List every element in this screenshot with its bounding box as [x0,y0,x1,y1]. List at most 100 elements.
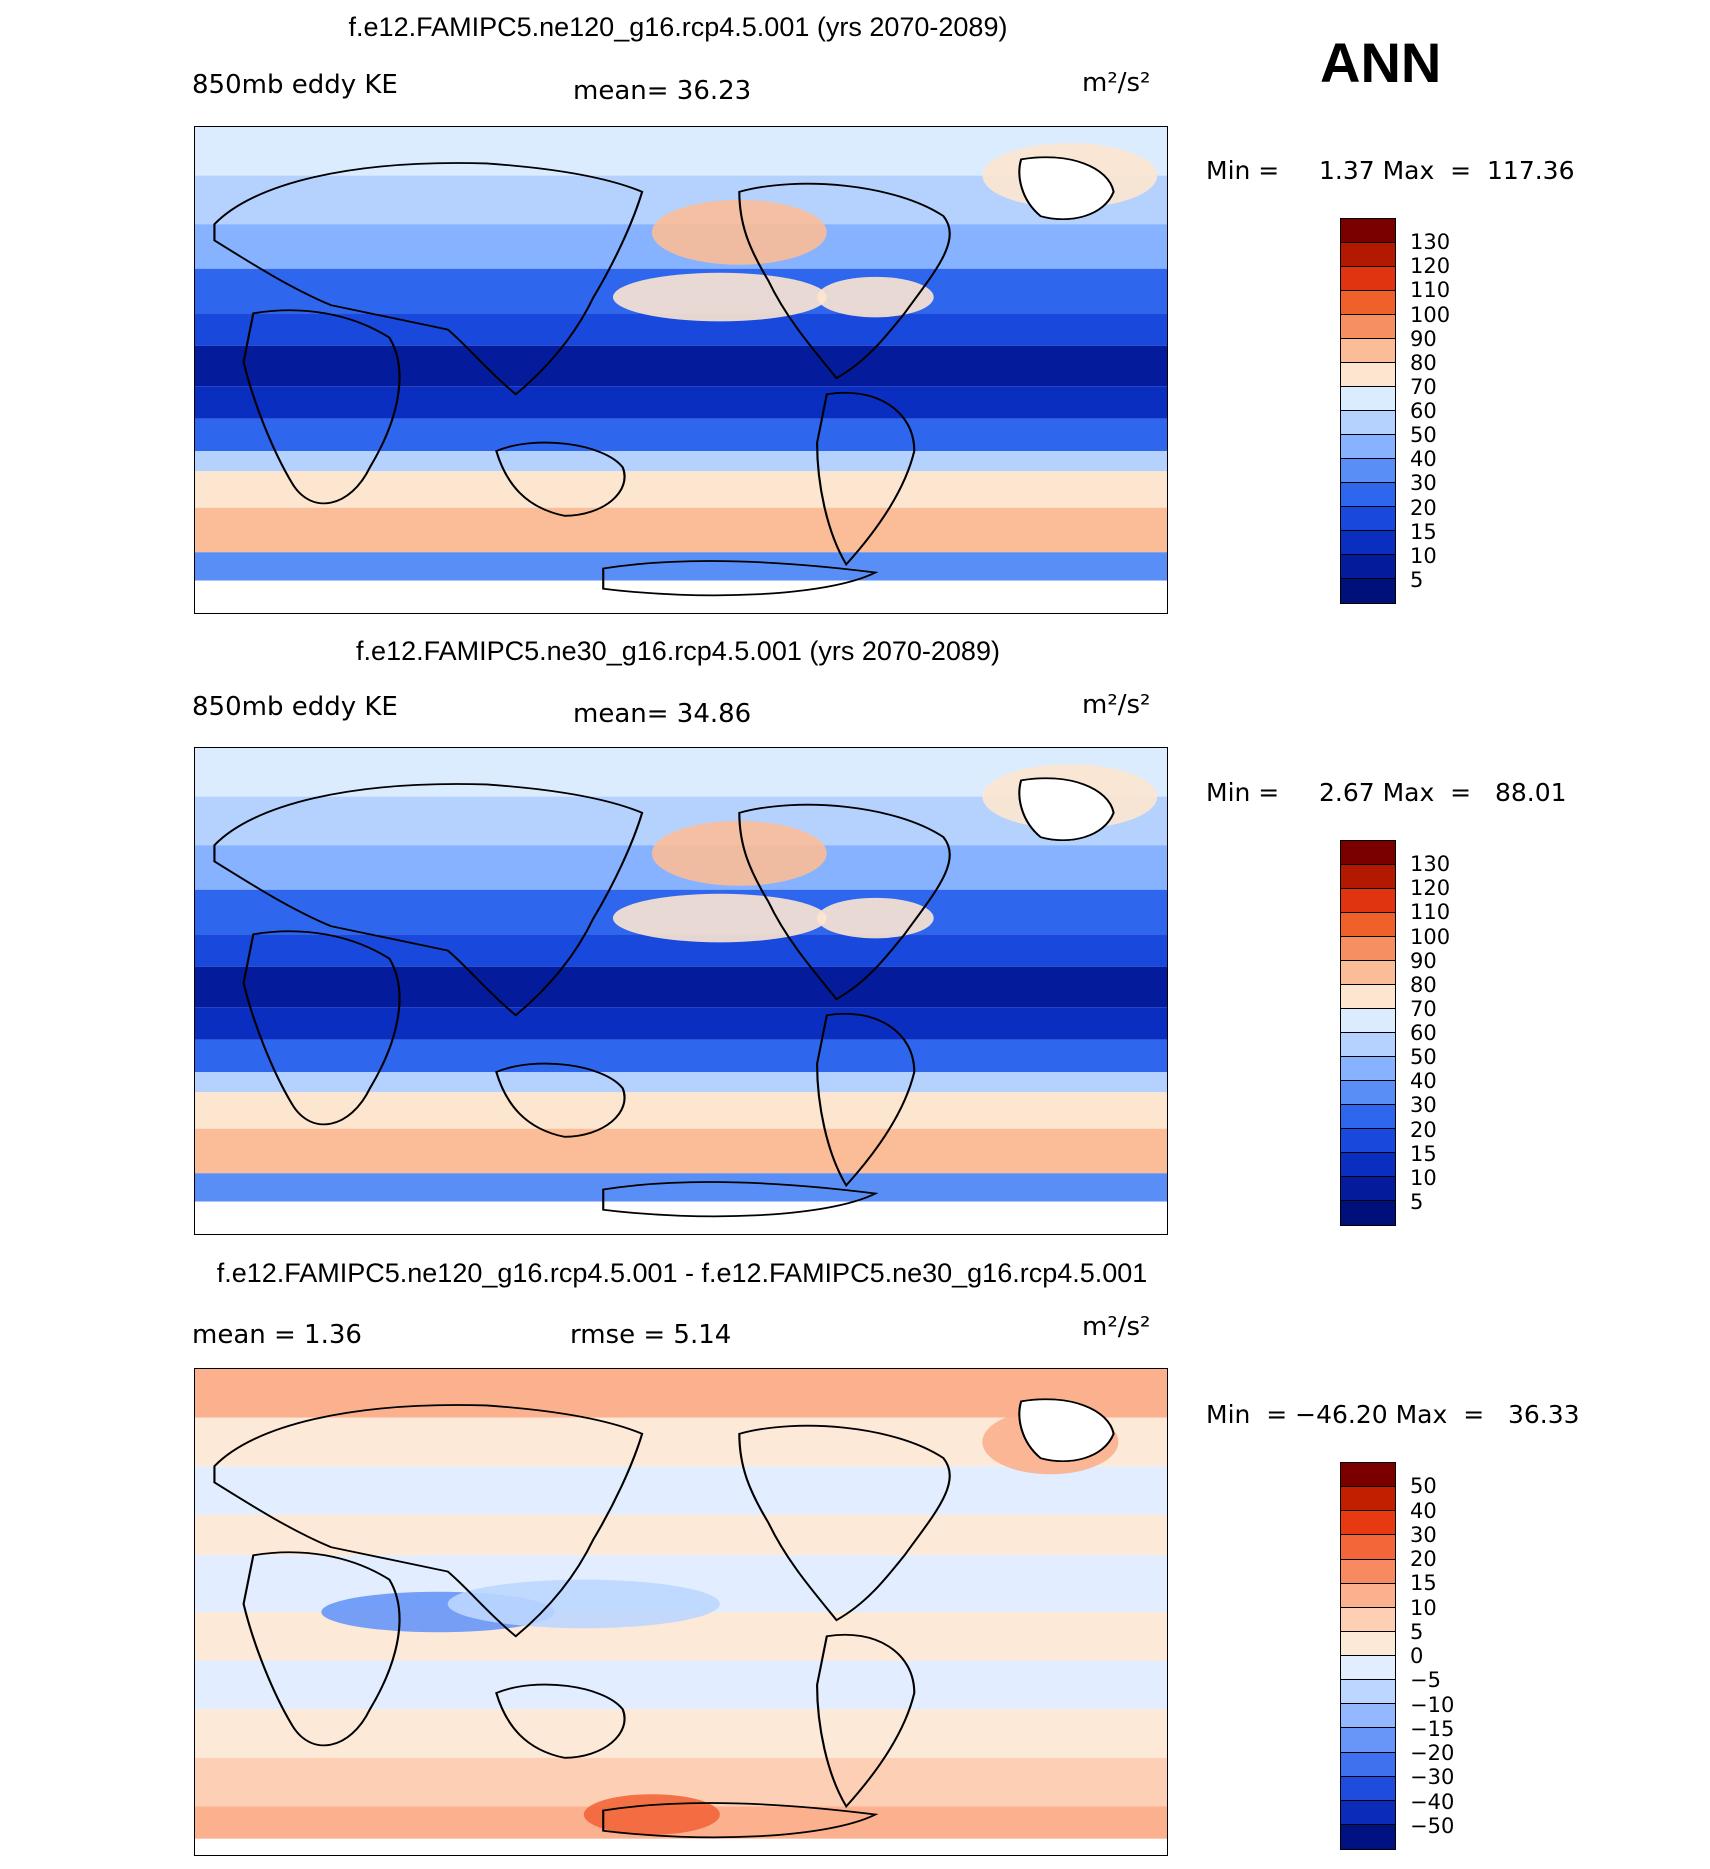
field-band [195,1039,1167,1072]
field-band [195,580,1167,613]
colorbar-tick-label: −20 [1410,1741,1455,1765]
field-band [195,552,1167,581]
field-band [195,507,1167,553]
colorbar-segment [1341,1824,1395,1849]
panel-1-colorbar [1340,218,1396,604]
field-band [195,1514,1167,1556]
field-band [195,1173,1167,1202]
colorbar-tick-label: 15 [1410,519,1437,544]
panel-1-map [194,126,1168,614]
colorbar-segment [1341,219,1395,243]
colorbar-tick-label: 10 [1410,1165,1437,1190]
colorbar-tick-label: 15 [1410,1571,1437,1596]
coastline [738,1424,951,1622]
panel-2-map [194,747,1168,1235]
colorbar-tick-label: 110 [1410,278,1451,303]
field-blob [651,199,827,265]
coastline [816,1012,916,1188]
coastline [213,783,644,1017]
colorbar-segment [1341,555,1395,579]
season-label: ANN [1320,31,1442,94]
coastline [242,930,401,1126]
field-band [195,1709,1167,1758]
colorbar-segment [1341,865,1395,889]
coastline [495,441,626,517]
panel-2-title: f.e12.FAMIPC5.ne30_g16.rcp4.5.001 (yrs 2… [356,636,1000,666]
field-band [195,1660,1167,1710]
field-band [195,1007,1167,1040]
panel-3-center-label: rmse = 5.14 [570,1320,732,1350]
field-band [195,966,1167,1008]
colorbar-tick-label: 0 [1410,1644,1424,1668]
coastline [602,1802,879,1839]
coastline [242,309,401,505]
colorbar-segment [1341,1177,1395,1201]
colorbar-segment [1341,1511,1395,1536]
field-band [195,1072,1167,1093]
panel-1-units: m²/s² [1082,68,1151,98]
field-band [195,1838,1167,1855]
colorbar-tick-label: −10 [1410,1692,1455,1717]
colorbar-segment [1341,1081,1395,1105]
colorbar-segment [1341,483,1395,507]
colorbar-tick-label: 5 [1410,1619,1424,1644]
field-band [195,418,1167,451]
colorbar-tick-label: 30 [1410,1093,1437,1118]
colorbar-tick-label: −40 [1410,1789,1455,1814]
colorbar-tick-label: 20 [1410,1547,1437,1571]
coastline [213,162,644,396]
colorbar-segment [1341,1463,1395,1488]
colorbar-tick-label: 50 [1410,1045,1437,1070]
field-band [195,1466,1167,1515]
colorbar-segment [1341,1201,1395,1225]
colorbar-tick-label: −15 [1410,1716,1455,1741]
panel-3-colorbar [1340,1462,1396,1850]
coastline [602,1181,879,1218]
colorbar-segment [1341,961,1395,985]
colorbar-segment [1341,1607,1395,1632]
colorbar-tick-label: 120 [1410,876,1451,901]
colorbar-segment [1341,1631,1395,1656]
colorbar-segment [1341,387,1395,411]
coastline [495,1683,626,1759]
colorbar-tick-label: 120 [1410,254,1451,279]
map-field [195,1369,1167,1855]
panel-1-center-label: mean= 36.23 [573,76,752,106]
coastline [816,1633,916,1809]
colorbar-tick-label: 100 [1410,302,1451,327]
colorbar-segment [1341,985,1395,1009]
colorbar-segment [1341,363,1395,387]
coastline [495,1062,626,1138]
colorbar-tick-label: 50 [1410,1474,1437,1499]
colorbar-tick-label: 70 [1410,996,1437,1021]
coastline [602,560,879,597]
colorbar-tick-label: 110 [1410,900,1451,925]
field-band [195,451,1167,472]
coastline [738,182,951,380]
colorbar-tick-label: 40 [1410,1069,1437,1094]
colorbar-tick-label: 20 [1410,495,1437,520]
colorbar-segment [1341,1009,1395,1033]
colorbar-segment [1341,315,1395,339]
colorbar-tick-label: −30 [1410,1765,1455,1790]
colorbar-segment [1341,1559,1395,1584]
field-band [195,471,1167,508]
colorbar-segment [1341,339,1395,363]
panel-1-minmax: Min = 1.37 Max = 117.36 [1206,156,1575,185]
colorbar-tick-label: 30 [1410,471,1437,496]
panel-2-minmax: Min = 2.67 Max = 88.01 [1206,778,1567,807]
panel-2-left-label: 850mb eddy KE [192,692,398,722]
field-band [195,345,1167,387]
colorbar-segment [1341,1057,1395,1081]
panel-3-units: m²/s² [1082,1312,1151,1342]
colorbar-tick-label: 60 [1410,399,1437,423]
colorbar-segment [1341,267,1395,291]
colorbar-segment [1341,291,1395,315]
field-band [195,1128,1167,1174]
colorbar-segment [1341,1535,1395,1560]
field-blob [817,897,934,939]
field-blob [612,893,827,943]
colorbar-tick-label: 20 [1410,1117,1437,1142]
panel-3-minmax: Min = −46.20 Max = 36.33 [1206,1400,1580,1429]
map-field [195,748,1167,1234]
